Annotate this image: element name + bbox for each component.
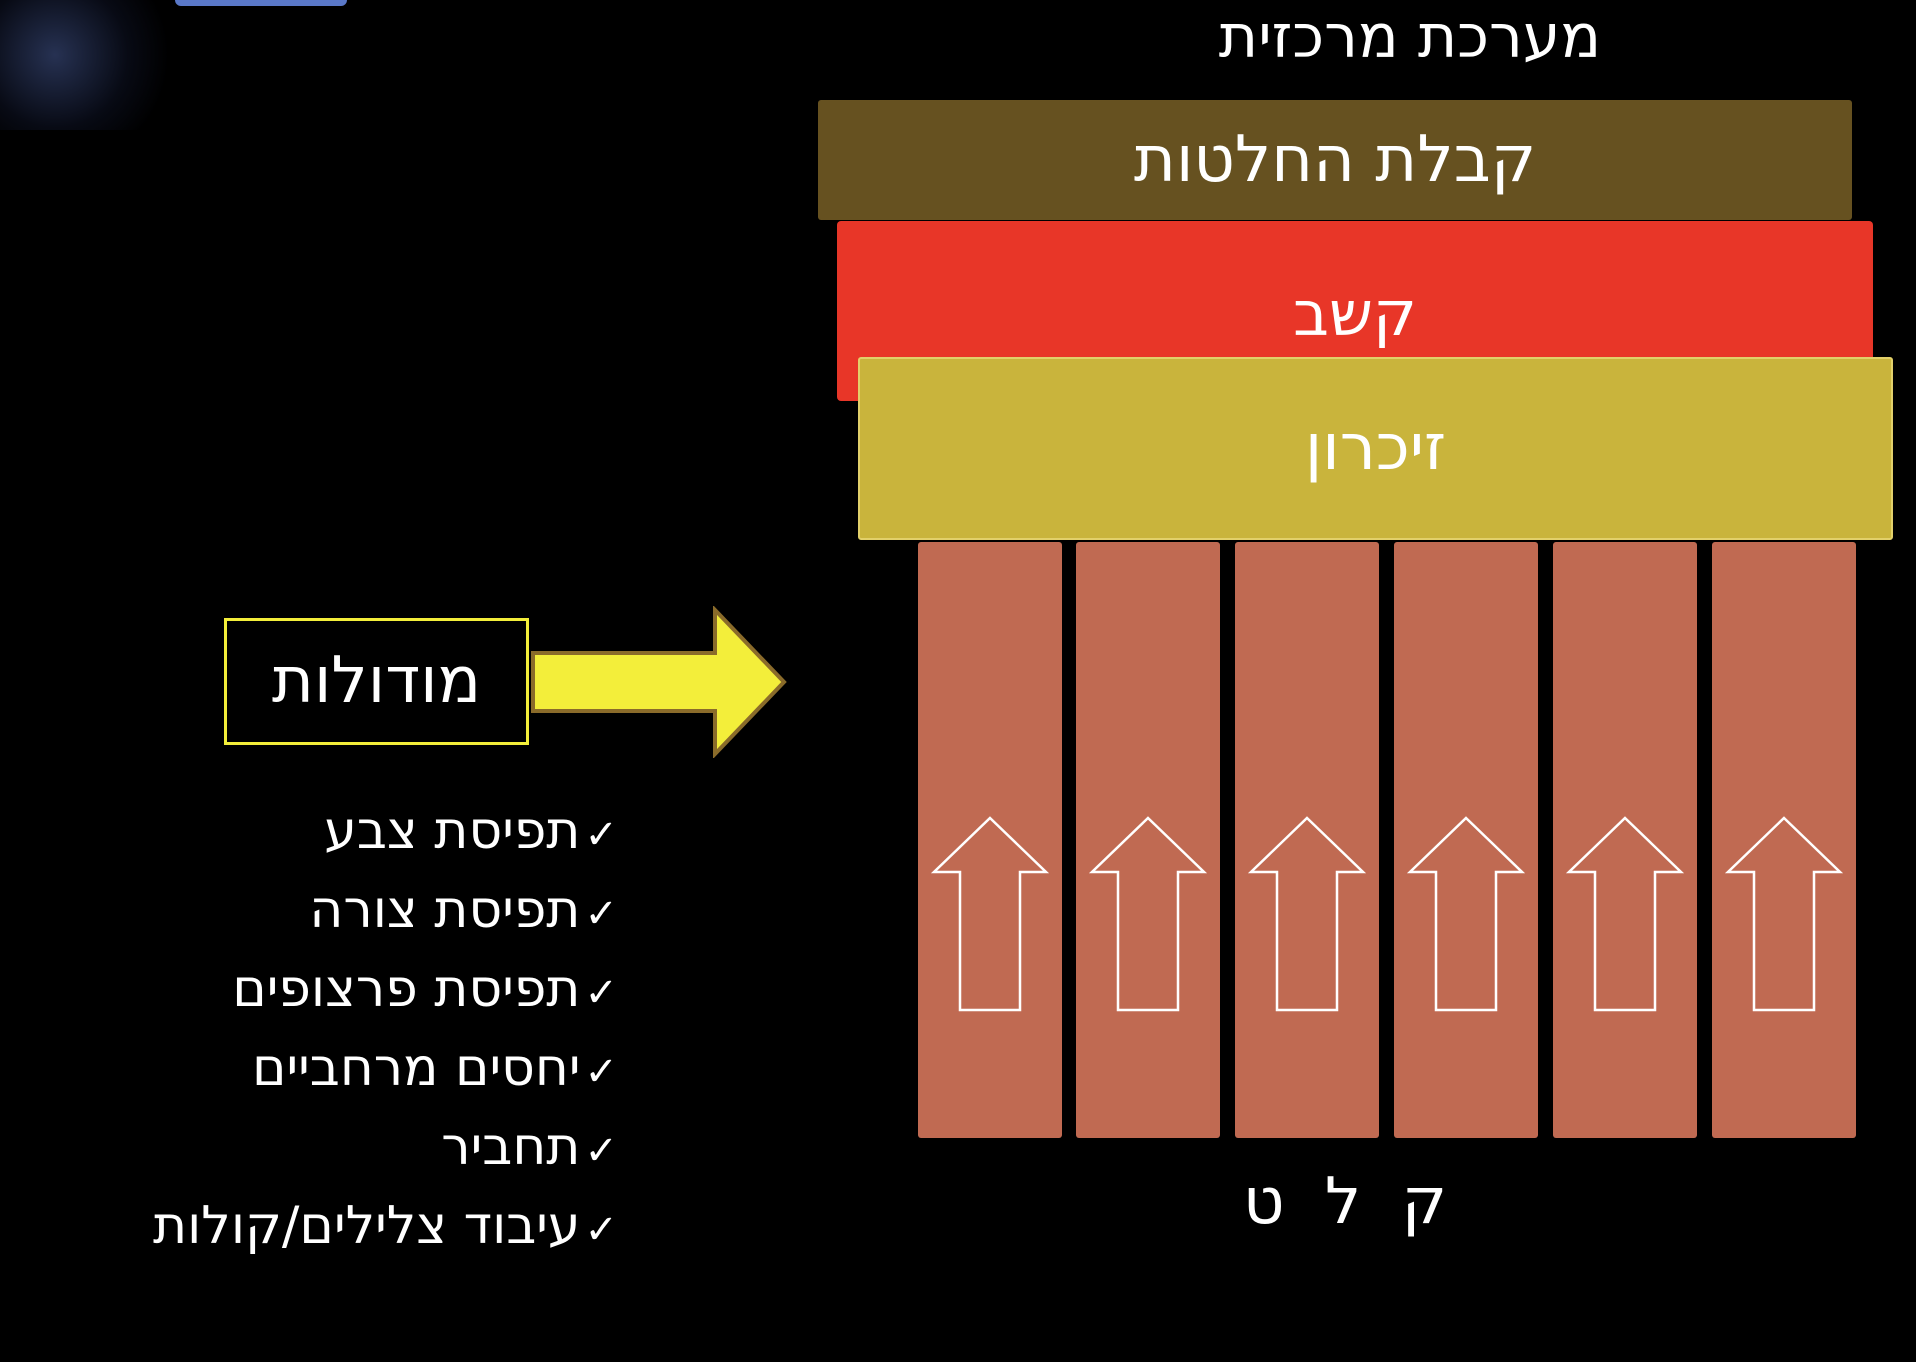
checkmark-icon: ✓ — [584, 1128, 618, 1174]
checkmark-icon: ✓ — [584, 1049, 618, 1095]
up-arrow-icon — [930, 816, 1050, 1012]
module-column-5 — [1553, 542, 1697, 1138]
list-item: ✓תפיסת פרצופים — [153, 950, 618, 1029]
list-item-label: יחסים מרחביים — [252, 1038, 581, 1098]
list-item-label: תפיסת פרצופים — [232, 959, 581, 1019]
checkmark-icon: ✓ — [584, 1207, 618, 1253]
list-item-label: תפיסת צורה — [309, 880, 581, 940]
checkmark-icon: ✓ — [584, 891, 618, 937]
input-label: ק ל ט — [1243, 1165, 1457, 1239]
up-arrow-icon — [1406, 816, 1526, 1012]
corner-glow — [0, 0, 170, 130]
decision-making-layer: קבלת החלטות — [818, 100, 1852, 220]
list-item: ✓יחסים מרחביים — [153, 1029, 618, 1108]
corner-decoration — [0, 0, 350, 130]
list-item: ✓תפיסת צבע — [153, 792, 618, 871]
list-item-label: תחביר — [441, 1117, 581, 1177]
right-arrow-icon — [531, 606, 787, 758]
module-column-2 — [1076, 542, 1220, 1138]
up-arrow-icon — [1565, 816, 1685, 1012]
module-column-1 — [918, 542, 1062, 1138]
module-column-6 — [1712, 542, 1856, 1138]
central-system-title: מערכת מרכזית — [1218, 2, 1602, 72]
module-column-3 — [1235, 542, 1379, 1138]
list-item: ✓תחביר — [153, 1108, 618, 1187]
module-list: ✓תפיסת צבע ✓תפיסת צורה ✓תפיסת פרצופים ✓י… — [153, 792, 618, 1266]
list-item-label: תפיסת צבע — [324, 801, 581, 861]
up-arrow-icon — [1247, 816, 1367, 1012]
memory-layer: זיכרון — [858, 357, 1893, 540]
list-item: ✓עיבוד צלילים/קולות — [153, 1187, 618, 1266]
up-arrow-icon — [1724, 816, 1844, 1012]
checkmark-icon: ✓ — [584, 812, 618, 858]
corner-bar — [175, 0, 347, 6]
list-item: ✓תפיסת צורה — [153, 871, 618, 950]
checkmark-icon: ✓ — [584, 970, 618, 1016]
list-item-label: עיבוד צלילים/קולות — [152, 1196, 581, 1256]
module-column-4 — [1394, 542, 1538, 1138]
up-arrow-icon — [1088, 816, 1208, 1012]
modules-label-box: מודולות — [224, 618, 529, 745]
